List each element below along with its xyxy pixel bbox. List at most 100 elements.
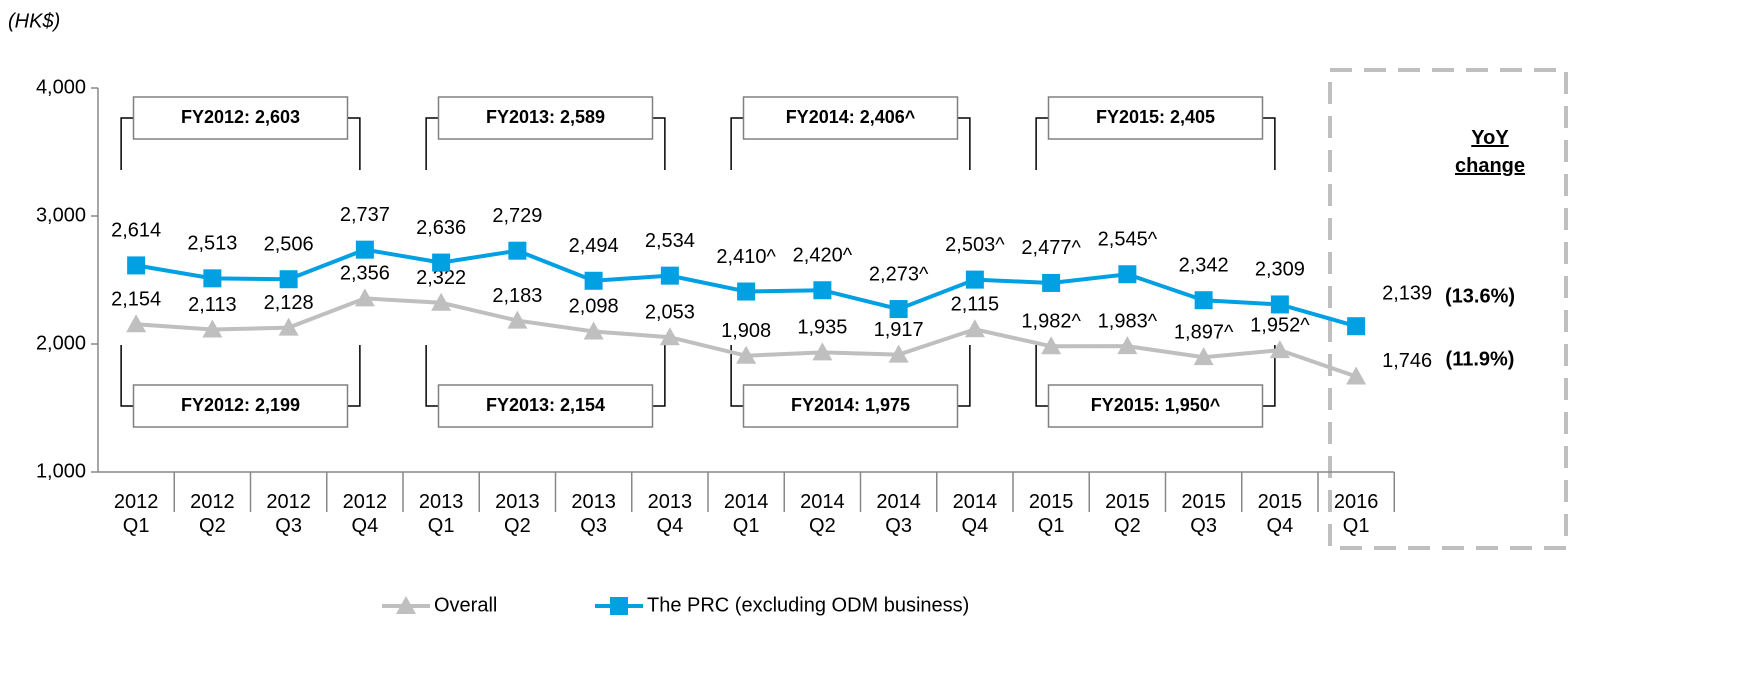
marker xyxy=(127,256,146,275)
marker xyxy=(1270,295,1289,314)
data-label: 2,614 xyxy=(111,220,161,242)
data-label: 1,982^ xyxy=(1021,311,1081,333)
fy-box xyxy=(437,96,654,140)
marker xyxy=(964,319,985,338)
marker xyxy=(202,319,223,338)
fy-box xyxy=(1047,384,1264,428)
marker xyxy=(432,253,451,272)
fy-label: FY2013: 2,154 xyxy=(486,395,605,415)
data-label: 2,053 xyxy=(645,301,695,323)
marker xyxy=(278,317,299,336)
fy-label: FY2015: 2,405 xyxy=(1096,107,1215,127)
marker xyxy=(1193,347,1214,366)
data-label: 2,309 xyxy=(1255,259,1305,281)
marker xyxy=(396,596,416,614)
yoy-box xyxy=(1328,68,1568,550)
data-label: 2,342 xyxy=(1179,255,1229,277)
marker xyxy=(1041,336,1062,355)
marker xyxy=(965,270,984,289)
marker xyxy=(1042,273,1061,292)
data-label: 1,908 xyxy=(721,320,771,342)
data-label: 2,420^ xyxy=(793,245,853,267)
data-label: 2,503^ xyxy=(945,234,1005,256)
x-tick-label: 2014 Q2 xyxy=(800,491,845,537)
marker xyxy=(736,345,757,364)
marker xyxy=(888,344,909,363)
yoy-value: (13.6%) xyxy=(1445,285,1515,307)
x-tick-label: 2013 Q2 xyxy=(495,491,540,537)
data-label: 2,477^ xyxy=(1021,237,1081,259)
data-label: 2,183 xyxy=(492,285,542,307)
fy-label: FY2014: 1,975 xyxy=(791,395,910,415)
fy-label: FY2013: 2,589 xyxy=(486,107,605,127)
marker xyxy=(813,281,832,300)
y-tick-label: 4,000 xyxy=(36,76,86,98)
data-label: 2,322 xyxy=(416,267,466,289)
marker xyxy=(1347,317,1366,336)
fy-label: FY2012: 2,603 xyxy=(181,107,300,127)
marker xyxy=(1194,291,1213,310)
data-label: 2,154 xyxy=(111,289,161,311)
data-label: 2,113 xyxy=(188,294,237,316)
x-tick-label: 2013 Q1 xyxy=(418,491,464,537)
x-tick-label: 2016 Q1 xyxy=(1333,491,1379,537)
fy-box xyxy=(742,96,959,140)
data-label: 2,098 xyxy=(569,296,619,318)
data-label: 2,729 xyxy=(492,205,542,227)
x-tick-label: 2015 Q2 xyxy=(1105,491,1150,537)
marker xyxy=(660,266,679,285)
marker xyxy=(737,282,756,301)
data-label: 2,494 xyxy=(569,235,619,257)
data-label: 2,545^ xyxy=(1098,229,1158,251)
fy-box xyxy=(132,384,349,428)
data-label: 2,410^ xyxy=(716,246,776,268)
data-label: 2,506 xyxy=(264,234,314,256)
data-label: 2,737 xyxy=(340,204,390,226)
marker xyxy=(126,314,147,333)
data-label: 2,356 xyxy=(340,263,390,285)
x-tick-label: 2012 Q4 xyxy=(342,491,388,537)
x-tick-label: 2012 Q1 xyxy=(113,491,159,537)
fy-box xyxy=(742,384,959,428)
marker xyxy=(1117,336,1138,355)
marker xyxy=(1346,366,1367,385)
y-tick-label: 3,000 xyxy=(36,204,86,226)
data-label: 1,952^ xyxy=(1250,314,1310,336)
x-tick-label: 2013 Q4 xyxy=(647,491,693,537)
marker xyxy=(355,240,374,259)
marker xyxy=(203,269,222,288)
data-label: 2,534 xyxy=(645,230,695,252)
marker xyxy=(354,288,375,307)
x-tick-label: 2015 Q3 xyxy=(1181,491,1226,537)
fy-box xyxy=(437,384,654,428)
x-tick-label: 2012 Q2 xyxy=(190,491,235,537)
marker xyxy=(584,271,603,290)
marker xyxy=(1269,340,1290,359)
x-tick-label: 2013 Q3 xyxy=(571,491,616,537)
legend-label: The PRC (excluding ODM business) xyxy=(647,594,969,616)
x-tick-label: 2015 Q4 xyxy=(1257,491,1303,537)
marker xyxy=(507,310,528,329)
marker xyxy=(889,300,908,319)
data-label: 1,897^ xyxy=(1174,321,1234,343)
y-tick-label: 1,000 xyxy=(36,460,86,482)
x-tick-label: 2012 Q3 xyxy=(266,491,311,537)
data-label: 2,636 xyxy=(416,217,466,239)
yoy-value: (11.9%) xyxy=(1446,348,1515,370)
data-label: 1,746 xyxy=(1382,350,1432,372)
marker xyxy=(659,327,680,346)
marker xyxy=(583,321,604,340)
fy-label: FY2014: 2,406^ xyxy=(786,107,916,127)
x-tick-label: 2015 Q1 xyxy=(1028,491,1074,537)
unit-label: (HK$) xyxy=(8,10,60,32)
data-label: 2,115 xyxy=(951,294,1000,316)
fy-box xyxy=(132,96,349,140)
legend-label: Overall xyxy=(434,594,497,616)
fy-label: FY2012: 2,199 xyxy=(181,395,300,415)
fy-label: FY2015: 1,950^ xyxy=(1091,395,1221,415)
marker xyxy=(812,342,833,361)
data-label: 1,983^ xyxy=(1098,310,1158,332)
x-tick-label: 2014 Q3 xyxy=(876,491,921,537)
